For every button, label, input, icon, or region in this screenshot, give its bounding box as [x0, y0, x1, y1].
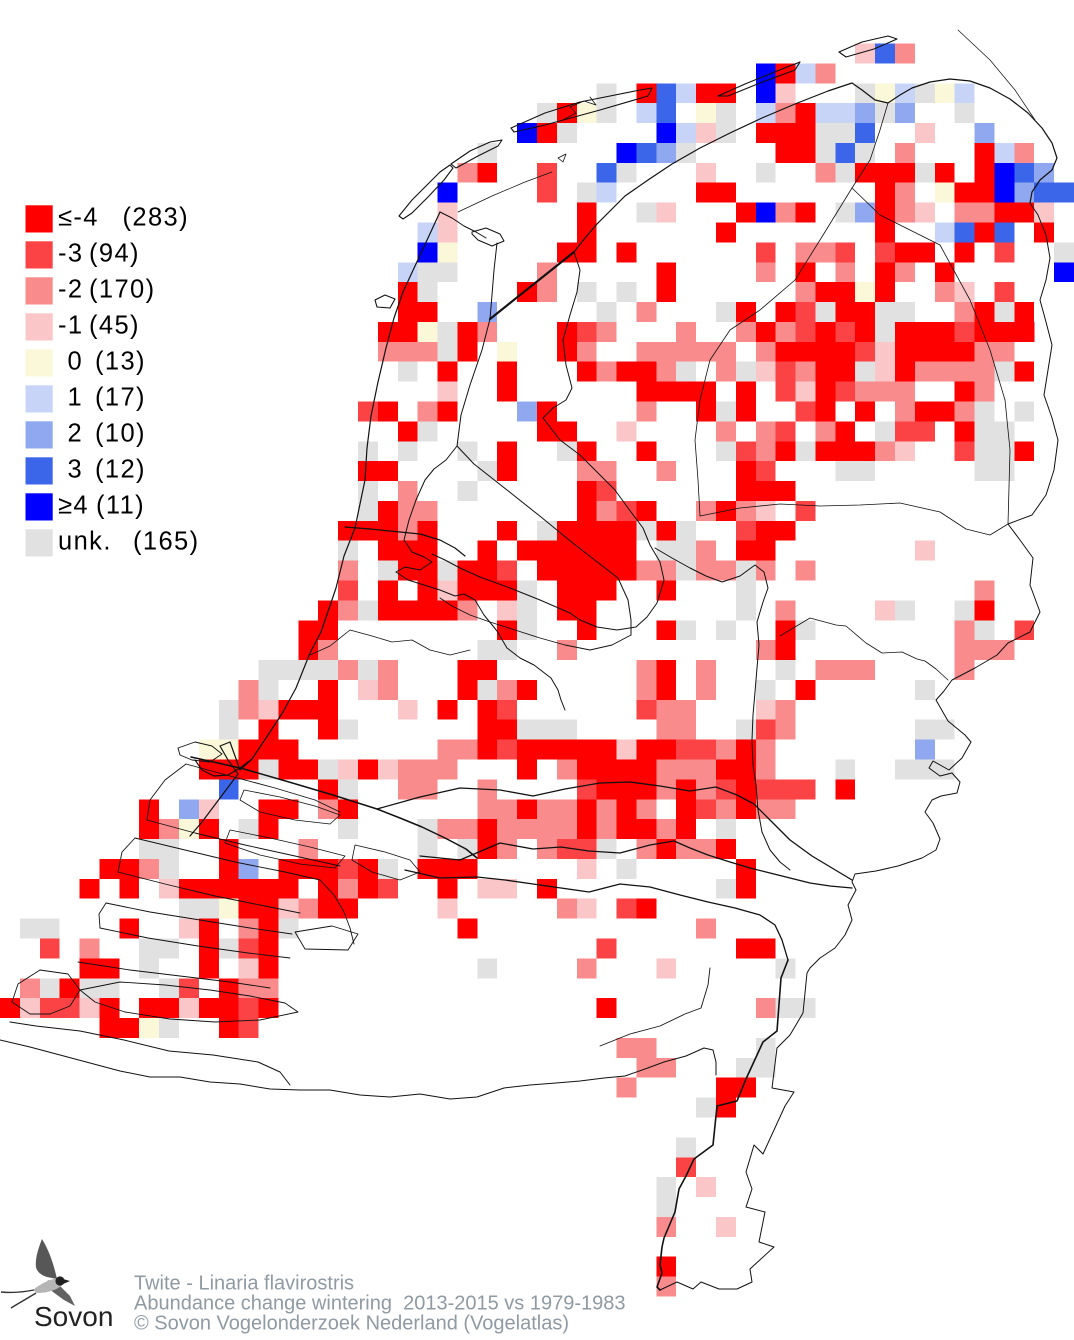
svg-text:-2: -2	[58, 275, 83, 303]
svg-text:unk.: unk.	[58, 527, 112, 555]
svg-text:(170): (170)	[89, 275, 156, 303]
svg-text:(13): (13)	[95, 347, 146, 375]
svg-text:(12): (12)	[95, 455, 146, 483]
svg-text:(94): (94)	[89, 239, 140, 267]
svg-text:© Sovon Vogelonderzoek Nederla: © Sovon Vogelonderzoek Nederland (Vogela…	[134, 1313, 569, 1335]
svg-text:Abundance change wintering 20: Abundance change wintering 2013-2015 vs …	[134, 1293, 625, 1315]
svg-text:(283): (283)	[123, 203, 190, 231]
svg-text:≤-4: ≤-4	[58, 203, 99, 231]
svg-text:(10): (10)	[95, 419, 146, 447]
svg-text:(17): (17)	[95, 383, 146, 411]
svg-text:3: 3	[68, 455, 84, 483]
svg-text:(11): (11)	[96, 491, 145, 519]
svg-text:1: 1	[68, 383, 84, 411]
svg-text:(45): (45)	[89, 311, 140, 339]
svg-text:(165): (165)	[133, 527, 200, 555]
svg-text:Sovon: Sovon	[34, 1301, 113, 1332]
svg-text:-3: -3	[58, 239, 83, 267]
svg-text:-1: -1	[58, 311, 83, 339]
svg-text:2: 2	[68, 419, 84, 447]
svg-text:0: 0	[68, 347, 84, 375]
svg-text:Twite - Linaria flavirostris: Twite - Linaria flavirostris	[134, 1273, 354, 1295]
svg-text:≥4: ≥4	[58, 491, 89, 519]
